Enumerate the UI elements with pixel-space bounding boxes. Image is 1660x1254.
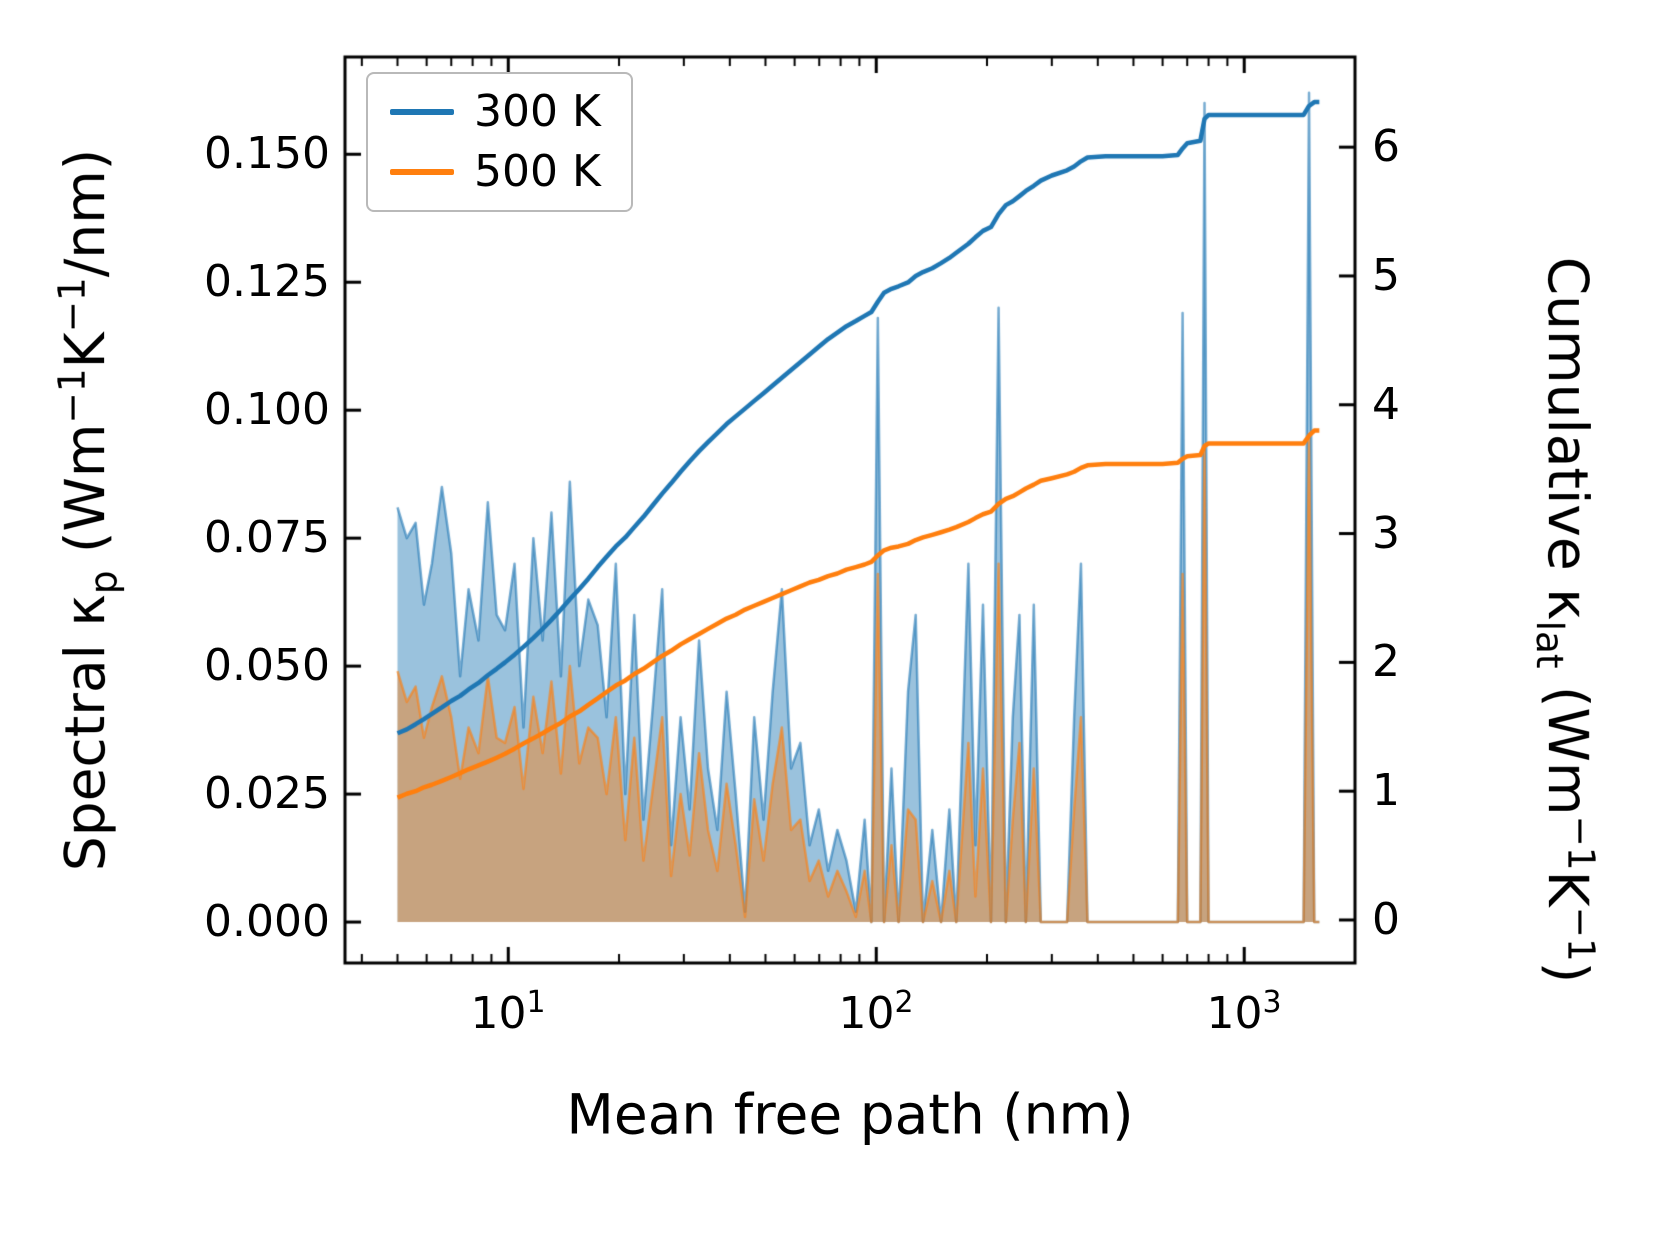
x-tick-label: 102 <box>838 985 914 1039</box>
y-right-tick-label: 0 <box>1372 894 1400 945</box>
y-right-tick-label: 2 <box>1372 636 1400 687</box>
y-left-tick-label: 0.150 <box>204 128 330 179</box>
y-right-tick-label: 3 <box>1372 508 1400 559</box>
y-right-tick-label: 1 <box>1372 765 1400 816</box>
y-left-tick-label: 0.025 <box>204 768 330 819</box>
x-axis-label: Mean free path (nm) <box>566 1082 1134 1147</box>
y-right-tick-label: 4 <box>1372 379 1400 430</box>
y-axis-label-left: Spectral κp (Wm−1K−1/nm) <box>49 148 125 872</box>
legend: 300 K 500 K <box>366 72 633 212</box>
y-axis-label-right: Cumulative κlat (Wm−1K−1) <box>1528 256 1604 984</box>
y-left-tick-label: 0.125 <box>204 256 330 307</box>
y-left-tick-label: 0.075 <box>204 512 330 563</box>
legend-line-500k-icon <box>390 169 454 175</box>
y-left-tick-label: 0.050 <box>204 640 330 691</box>
y-left-tick-label: 0.100 <box>204 384 330 435</box>
y-right-tick-label: 6 <box>1372 121 1400 172</box>
y-left-tick-label: 0.000 <box>204 896 330 947</box>
y-right-tick-label: 5 <box>1372 250 1400 301</box>
legend-item-500k: 500 K <box>390 150 601 194</box>
legend-item-300k: 300 K <box>390 90 601 134</box>
legend-line-300k-icon <box>390 109 454 115</box>
x-tick-label: 103 <box>1206 985 1282 1039</box>
x-tick-label: 101 <box>470 985 546 1039</box>
legend-label-500k: 500 K <box>474 146 601 197</box>
legend-label-300k: 300 K <box>474 86 601 137</box>
